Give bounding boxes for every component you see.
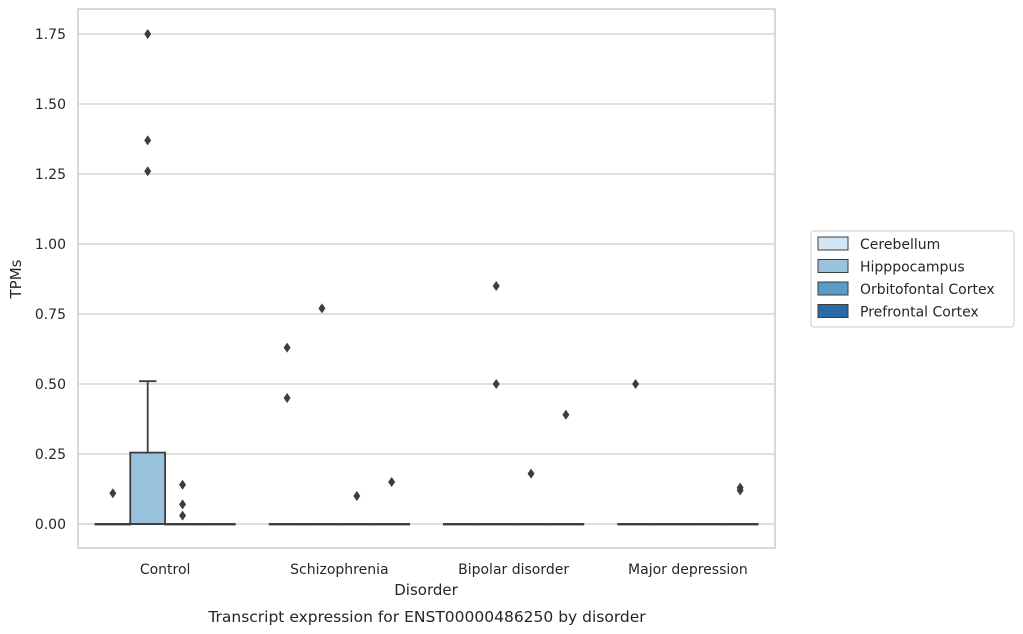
- outlier-point: [388, 477, 396, 487]
- y-tick-label: 0.25: [35, 447, 66, 463]
- outlier-point: [179, 499, 187, 510]
- outlier-point: [492, 379, 500, 389]
- chart-title: Transcript expression for ENST0000048625…: [207, 608, 646, 626]
- legend-swatch: [817, 281, 849, 296]
- legend-label: Orbitofontal Cortex: [860, 282, 995, 298]
- outlier-point: [283, 342, 291, 353]
- y-tick-labels: 0.00 0.25 0.50 0.75 1.00 1.25 1.50 1.75: [35, 27, 66, 533]
- outlier-point: [736, 482, 744, 493]
- outlier-group: [109, 29, 744, 521]
- y-tick-label: 0.50: [35, 377, 66, 393]
- legend-label: Cerebellum: [860, 237, 940, 253]
- legend-label: Prefrontal Cortex: [860, 305, 979, 321]
- plot-frame: [77, 8, 776, 549]
- outlier-point: [632, 379, 640, 389]
- legend-swatch: [817, 236, 849, 251]
- x-tick-label: Control: [140, 562, 191, 578]
- x-axis-label: Disorder: [394, 581, 458, 599]
- legend-swatch: [817, 304, 849, 318]
- outlier-point: [353, 491, 361, 501]
- outlier-point: [179, 479, 187, 490]
- y-tick-label: 1.25: [35, 167, 66, 183]
- outlier-point: [562, 409, 570, 420]
- legend-label: Hipppocampus: [860, 260, 965, 276]
- outlier-point: [179, 510, 187, 521]
- legend: Cerebellum Hipppocampus Orbitofontal Corte…: [810, 230, 1015, 328]
- outlier-point: [527, 468, 535, 479]
- box-group: [94, 380, 759, 526]
- x-tick-labels: Control Schizophrenia Bipolar disorder Majo…: [140, 562, 748, 578]
- legend-swatch: [817, 259, 849, 273]
- legend-frame: [810, 230, 1015, 328]
- outlier-point: [144, 135, 152, 146]
- x-tick-label: Major depression: [628, 562, 748, 578]
- y-tick-label: 0.00: [35, 517, 66, 533]
- box: [129, 451, 167, 525]
- y-tick-label: 1.00: [35, 237, 66, 253]
- y-tick-label: 1.75: [35, 27, 66, 43]
- outlier-point: [109, 488, 117, 499]
- y-axis-label: TPMs: [7, 259, 25, 299]
- gridlines: [78, 33, 775, 525]
- y-tick-label: 0.75: [35, 307, 66, 323]
- x-tick-label: Bipolar disorder: [458, 562, 569, 578]
- outlier-point: [318, 303, 326, 314]
- outlier-point: [492, 281, 500, 291]
- y-tick-label: 1.50: [35, 97, 66, 113]
- outlier-point: [144, 29, 152, 39]
- outlier-point: [144, 166, 152, 177]
- x-tick-label: Schizophrenia: [290, 562, 388, 578]
- outlier-point: [283, 393, 291, 403]
